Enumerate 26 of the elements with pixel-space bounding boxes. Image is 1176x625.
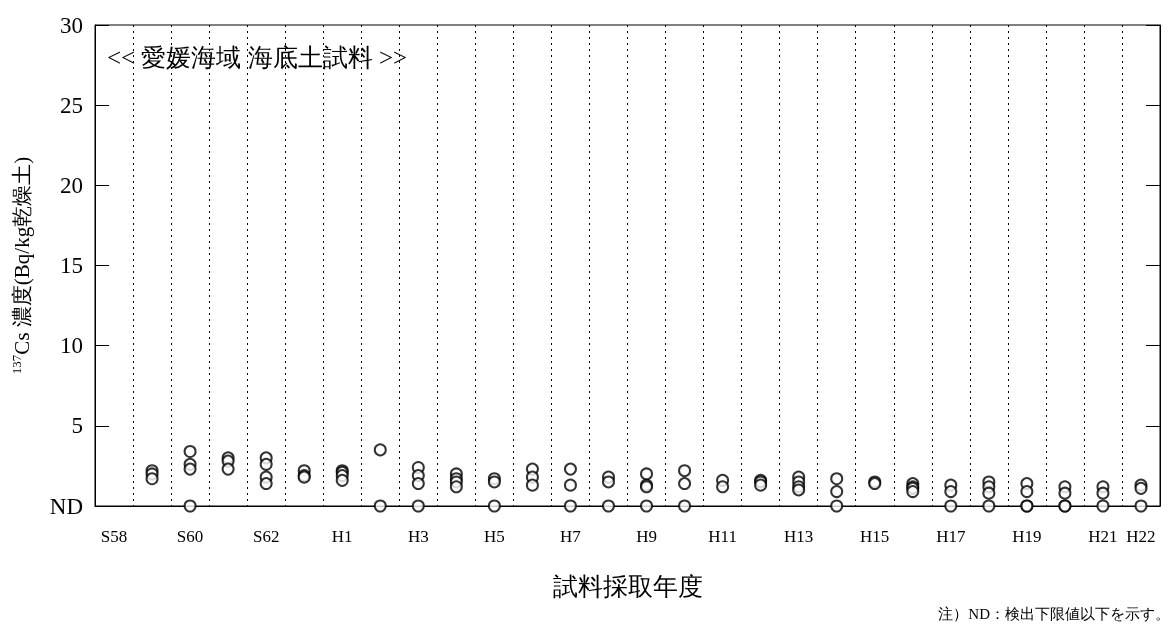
- x-tick-label: H9: [636, 527, 657, 546]
- x-tick-label: S62: [252, 527, 280, 546]
- y-tick-label: ND: [49, 493, 83, 519]
- y-tick-label: 25: [60, 92, 83, 118]
- y-tick-label: 20: [60, 172, 83, 198]
- x-tick-label: H17: [936, 527, 966, 546]
- y-axis-title: 137Cs 濃度(Bq/kg乾燥土): [9, 156, 34, 375]
- x-tick-label: H15: [860, 527, 890, 546]
- x-tick-label: H11: [708, 527, 737, 546]
- x-tick-label: H3: [407, 527, 429, 546]
- x-tick-label: H22: [1126, 527, 1156, 546]
- y-tick-label: 5: [71, 413, 83, 439]
- x-axis-title: 試料採取年度: [552, 573, 703, 600]
- x-tick-label: H1: [331, 527, 353, 546]
- y-tick-label: 10: [60, 333, 83, 359]
- x-tick-label: H21: [1088, 527, 1118, 546]
- text: 注）ND：検出下限値以下を示す。: [938, 605, 1171, 622]
- x-tick-label: S60: [176, 527, 204, 546]
- x-tick-label: H19: [1012, 527, 1042, 546]
- x-tick-label: H7: [560, 527, 582, 546]
- x-tick-label: S58: [100, 527, 128, 546]
- text: << 愛媛海域 海底土試料 >>: [107, 44, 408, 71]
- y-tick-label: 15: [60, 253, 83, 278]
- y-tick-label: 30: [60, 12, 83, 38]
- x-tick-label: H5: [483, 527, 505, 546]
- x-tick-label: H13: [784, 527, 814, 546]
